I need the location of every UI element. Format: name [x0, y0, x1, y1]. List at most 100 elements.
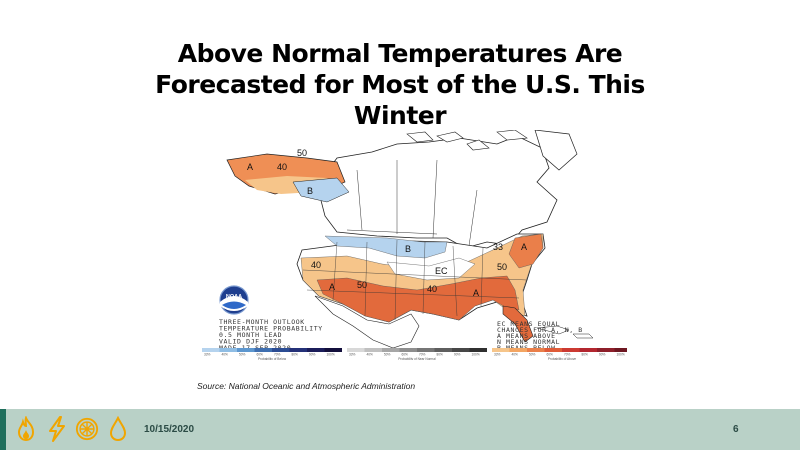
title-line-2: Forecasted for Most of the U.S. This: [155, 70, 645, 99]
central-ec-region: [386, 257, 476, 281]
colorbar-swatch-normal-7: [469, 348, 487, 352]
northeast-contour-33: 33: [493, 242, 503, 252]
colorbar-swatch-below-2: [237, 348, 255, 352]
slide-date: 10/15/2020: [144, 424, 195, 435]
colorbar-tick-below-0: 33%: [204, 353, 211, 357]
arctic-islands: [406, 129, 528, 151]
colorbar-swatch-above-6: [597, 348, 615, 352]
colorbar-tick-above-0: 33%: [494, 353, 501, 357]
colorbar-tick-above-6: 90%: [599, 353, 606, 357]
mexico: [314, 295, 420, 349]
water-drop-icon: [109, 416, 127, 442]
key-line-3: A MEANS ABOVE: [497, 332, 556, 340]
footer-bar: [0, 409, 800, 450]
colorbar-tick-above-4: 70%: [564, 353, 571, 357]
colorbar-swatch-normal-3: [399, 348, 417, 352]
colorbar-tick-normal-6: 90%: [454, 353, 461, 357]
colorbar-tick-above-3: 60%: [547, 353, 554, 357]
plains-below-label: B: [405, 244, 411, 254]
outlook-line-1: THREE-MONTH OUTLOOK: [219, 318, 305, 326]
colorbar-swatch-above-1: [509, 348, 527, 352]
source-citation: Source: National Oceanic and Atmospheric…: [197, 381, 416, 391]
colorbar-swatch-above-7: [614, 348, 632, 352]
west-contour-50: 50: [357, 280, 367, 290]
probability-colorbar: 33% 40% 50% 60% 70% 80% 90% 100% Probability of …: [202, 348, 632, 361]
canada-landmass: [316, 135, 558, 249]
colorbar-swatch-below-4: [272, 348, 290, 352]
temperature-outlook-map: A 50 40 B B EC A 50 40 40 A 50 A 33: [197, 129, 632, 361]
key-line-2: CHANCES FOR A, N, B: [497, 326, 583, 334]
colorbar-swatch-normal-1: [364, 348, 382, 352]
colorbar-swatch-above-4: [562, 348, 580, 352]
page-number: 6: [733, 424, 739, 435]
colorbar-tick-below-3: 60%: [257, 353, 264, 357]
colorbar-tick-normal-4: 70%: [419, 353, 426, 357]
west-above-label: A: [329, 282, 335, 292]
colorbar-swatch-below-6: [307, 348, 325, 352]
colorbar-caption-normal: Probability of Near Normal: [398, 357, 436, 360]
colorbar-tick-below-7: 100%: [327, 353, 335, 357]
key-line-1: EC MEANS EQUAL: [497, 320, 560, 328]
outlook-line-2: TEMPERATURE PROBABILITY: [219, 325, 323, 333]
colorbar-swatch-above-0: [492, 348, 510, 352]
alaska-below-region: [292, 177, 350, 203]
slide-title: Above Normal Temperatures Are Forecasted…: [150, 38, 650, 131]
colorbar-tick-normal-7: 100%: [472, 353, 480, 357]
wind-turbine-icon: [75, 417, 99, 441]
colorbar-swatch-normal-0: [347, 348, 365, 352]
colorbar-swatch-normal-4: [417, 348, 435, 352]
colorbar-tick-below-4: 70%: [274, 353, 281, 357]
colorbar-tick-above-1: 40%: [512, 353, 519, 357]
east-contour-50: 50: [497, 262, 507, 272]
noaa-logo-text: NOAA: [226, 294, 242, 300]
key-line-4: N MEANS NORMAL: [497, 338, 560, 346]
title-line-1: Above Normal Temperatures Are: [177, 39, 623, 68]
colorbar-swatch-below-3: [254, 348, 272, 352]
colorbar-tick-above-2: 50%: [529, 353, 536, 357]
colorbar-swatch-above-5: [579, 348, 597, 352]
alaska-above-label: A: [247, 162, 253, 172]
florida: [502, 305, 534, 343]
colorbar-tick-normal-2: 50%: [384, 353, 391, 357]
alaska-contour-50: 50: [297, 148, 307, 158]
colorbar-swatch-above-2: [527, 348, 545, 352]
south-above-label: A: [473, 288, 479, 298]
colorbar-swatch-below-1: [219, 348, 237, 352]
noaa-logo: NOAA: [219, 285, 249, 315]
title-line-3: Winter: [353, 101, 447, 130]
outlook-line-4: VALID DJF 2020: [219, 338, 282, 346]
colorbar-tick-below-5: 80%: [292, 353, 299, 357]
colorbar-swatch-normal-2: [382, 348, 400, 352]
colorbar-tick-normal-0: 33%: [349, 353, 356, 357]
lightning-icon: [49, 416, 65, 442]
province-borders: [346, 159, 478, 247]
colorbar-tick-below-1: 40%: [222, 353, 229, 357]
colorbar-swatch-above-3: [544, 348, 562, 352]
caribbean-islands: [536, 325, 594, 339]
colorbar-swatch-below-5: [289, 348, 307, 352]
colorbar-tick-below-6: 90%: [309, 353, 316, 357]
fire-icon: [17, 416, 35, 442]
south-contour-40: 40: [427, 284, 437, 294]
colorbar-tick-above-7: 100%: [617, 353, 625, 357]
footer-accent-stripe: [0, 409, 6, 450]
colorbar-caption-above: Probability of Above: [548, 357, 576, 360]
colorbar-tick-below-2: 50%: [239, 353, 246, 357]
alaska-below-label: B: [307, 186, 313, 196]
colorbar-tick-normal-5: 80%: [437, 353, 444, 357]
northeast-above-region: [508, 233, 544, 269]
southern-strong-above-region: [316, 275, 520, 323]
state-borders: [302, 239, 528, 321]
west-contour-40: 40: [311, 260, 321, 270]
alaska-contour-40: 40: [277, 162, 287, 172]
northern-plains-below-region: [324, 235, 448, 259]
greenland-fragment: [534, 129, 578, 171]
colorbar-swatch-normal-5: [434, 348, 452, 352]
colorbar-tick-above-5: 80%: [582, 353, 589, 357]
colorbar-swatch-below-7: [324, 348, 342, 352]
outlook-line-3: 0.5 MONTH LEAD: [219, 331, 282, 339]
colorbar-tick-normal-3: 60%: [402, 353, 409, 357]
northeast-above-label: A: [521, 242, 527, 252]
ec-label: EC: [435, 266, 448, 276]
colorbar-caption-below: Probability of Below: [258, 357, 287, 360]
